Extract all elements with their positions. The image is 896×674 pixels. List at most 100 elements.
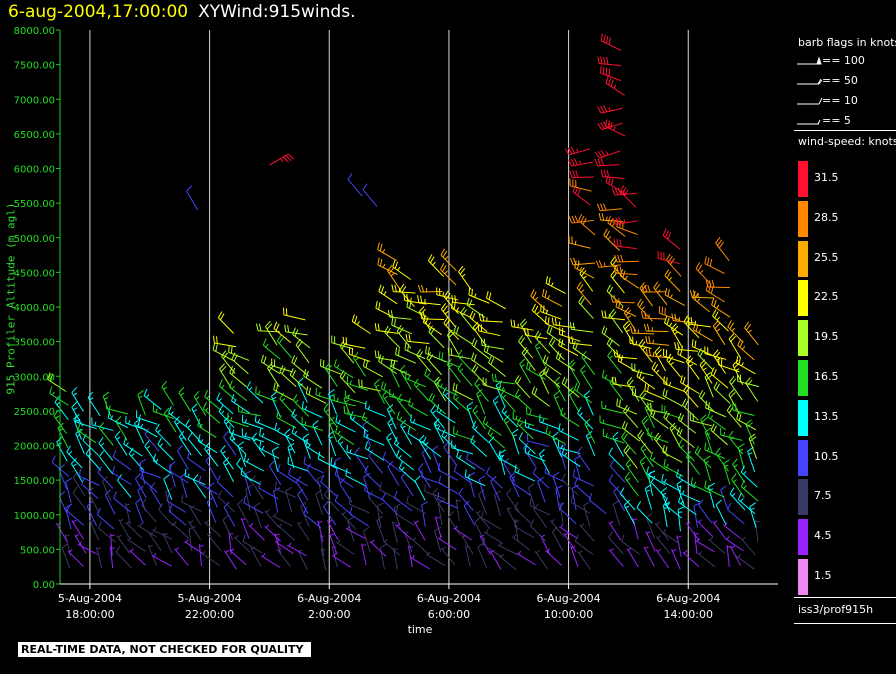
barb-shaft: [386, 409, 397, 430]
barb-flag-10: [574, 534, 579, 542]
barb-shaft: [727, 509, 745, 525]
wind-barb: [395, 506, 415, 526]
barb-shaft: [663, 383, 685, 392]
barb-flag-10: [229, 380, 233, 388]
barb-shaft: [571, 219, 594, 224]
wind-barb: [363, 429, 385, 446]
y-tick-label-8: 4000.00: [14, 303, 55, 314]
barb-flag-10: [548, 337, 554, 345]
barb-flag-10: [597, 123, 603, 130]
y-tick-label-13: 6500.00: [14, 130, 55, 141]
wind-barb: [272, 512, 293, 527]
barb-flag-10: [456, 449, 460, 458]
barb-shaft: [399, 467, 417, 484]
barb-flag-10: [663, 410, 668, 418]
barb-legend-5: == 5: [822, 114, 851, 127]
barb-flag-10: [667, 289, 670, 297]
barb-flag-10: [398, 461, 403, 469]
speed-label-31.5: 31.5: [814, 171, 839, 184]
barb-flag-10: [521, 321, 528, 328]
barb-flag-10: [677, 506, 685, 510]
barb-flag-10: [545, 426, 548, 434]
barb-flag-5: [585, 395, 590, 399]
barb-shaft: [691, 346, 713, 356]
barb-shaft: [277, 470, 297, 484]
wind-barb: [727, 502, 745, 525]
speed-label-25.5: 25.5: [814, 250, 839, 264]
barb-flag-10: [514, 501, 519, 509]
wind-barb: [303, 456, 325, 474]
barb-shaft: [276, 548, 291, 567]
barb-flag-10: [404, 370, 407, 379]
barb-flag-5: [642, 346, 647, 351]
barb-flag-10: [380, 381, 384, 389]
wind-barb: [54, 396, 69, 420]
barb-legend-symbols: [797, 56, 823, 125]
wind-barb: [300, 501, 310, 527]
wind-barb: [434, 420, 456, 438]
wind-barb: [646, 466, 666, 486]
barb-shaft: [653, 287, 668, 306]
wind-barb: [212, 342, 233, 361]
wind-barb: [345, 468, 366, 487]
barb-flag-10: [573, 158, 579, 166]
barb-flag-10: [387, 309, 391, 318]
barb-flag-10: [401, 286, 407, 293]
barb-flag-10: [166, 493, 170, 501]
wind-barb: [457, 349, 474, 373]
barb-flag-10: [621, 534, 625, 542]
barb-flag-5: [694, 320, 697, 325]
barb-flag-10: [713, 369, 717, 377]
barb-flag-10: [655, 283, 661, 291]
barb-flag-5: [458, 454, 462, 459]
wind-barb: [115, 545, 132, 569]
barb-shaft: [189, 505, 202, 526]
wind-barb: [406, 495, 427, 515]
barb-flag-10: [87, 391, 94, 398]
barb-shaft: [437, 537, 457, 551]
barb-shaft: [423, 321, 442, 335]
barb-flag-5: [241, 518, 246, 521]
chart-title: 6-aug-2004,17:00:00 XYWind:915winds.: [8, 2, 355, 22]
barb-flag-10: [700, 414, 707, 421]
barb-shaft: [303, 375, 323, 389]
wind-barb: [676, 427, 695, 449]
wind-barb: [220, 445, 234, 470]
barb-flag-10: [237, 498, 244, 505]
wind-barb: [443, 316, 460, 341]
barb-flag-10: [417, 295, 420, 303]
barb-shaft: [394, 443, 412, 458]
barb-flag-10: [580, 364, 586, 371]
barb-flag-10: [544, 290, 548, 298]
wind-barb: [568, 359, 581, 385]
barb-flag-10: [266, 323, 273, 330]
wind-barb: [452, 382, 473, 401]
barb-flag-10: [358, 379, 360, 387]
barb-flag-5: [231, 429, 235, 434]
barb-flag-5: [336, 397, 339, 402]
wind-barb: [391, 521, 398, 543]
barb-flag-5: [361, 544, 366, 546]
barb-shaft: [670, 328, 683, 349]
barb-shaft: [410, 557, 430, 570]
barb-flag-5: [518, 550, 521, 555]
wind-barb: [705, 279, 731, 289]
barb-shaft: [573, 476, 594, 487]
speed-label-22.5: 22.5: [814, 290, 839, 304]
barb-flag-10: [648, 336, 651, 344]
barb-flag-10: [488, 436, 495, 443]
wind-barb: [374, 323, 399, 334]
barb-shaft: [365, 407, 386, 418]
wind-barb: [89, 520, 100, 541]
barb-flag-10: [577, 406, 582, 414]
barb-shaft: [223, 506, 236, 527]
barb-shaft: [165, 491, 172, 514]
barb-flag-5: [624, 275, 628, 280]
barb-flag-5: [441, 546, 446, 551]
wind-barb: [155, 423, 172, 447]
barb-shaft: [166, 500, 186, 513]
speed-label-28.5: 28.5: [814, 210, 839, 224]
wind-barb: [514, 464, 536, 482]
barb-flag-10: [441, 352, 444, 360]
barb-flag-10: [255, 386, 257, 394]
